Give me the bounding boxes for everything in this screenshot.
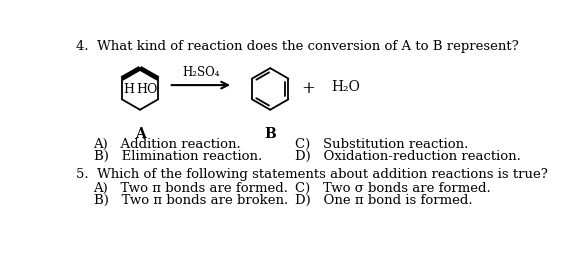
Text: H₂O: H₂O — [332, 80, 360, 94]
Text: A)   Two π bonds are formed.: A) Two π bonds are formed. — [93, 182, 288, 195]
Text: A: A — [135, 127, 146, 141]
Text: 5.  Which of the following statements about addition reactions is true?: 5. Which of the following statements abo… — [76, 168, 549, 181]
Text: +: + — [301, 80, 315, 98]
Text: D)   One π bond is formed.: D) One π bond is formed. — [295, 194, 473, 207]
Text: 4.  What kind of reaction does the conversion of A to B represent?: 4. What kind of reaction does the conver… — [76, 41, 519, 54]
Text: C)   Substitution reaction.: C) Substitution reaction. — [295, 138, 468, 151]
Text: H: H — [124, 83, 134, 96]
Text: B)   Two π bonds are broken.: B) Two π bonds are broken. — [93, 194, 288, 207]
Text: H₂SO₄: H₂SO₄ — [182, 66, 220, 79]
Text: HO: HO — [137, 83, 158, 96]
Text: A)   Addition reaction.: A) Addition reaction. — [93, 138, 241, 151]
Text: D)   Oxidation-reduction reaction.: D) Oxidation-reduction reaction. — [295, 150, 521, 163]
Text: C)   Two σ bonds are formed.: C) Two σ bonds are formed. — [295, 182, 491, 195]
Text: B)   Elimination reaction.: B) Elimination reaction. — [93, 150, 262, 163]
Text: B: B — [264, 127, 276, 141]
